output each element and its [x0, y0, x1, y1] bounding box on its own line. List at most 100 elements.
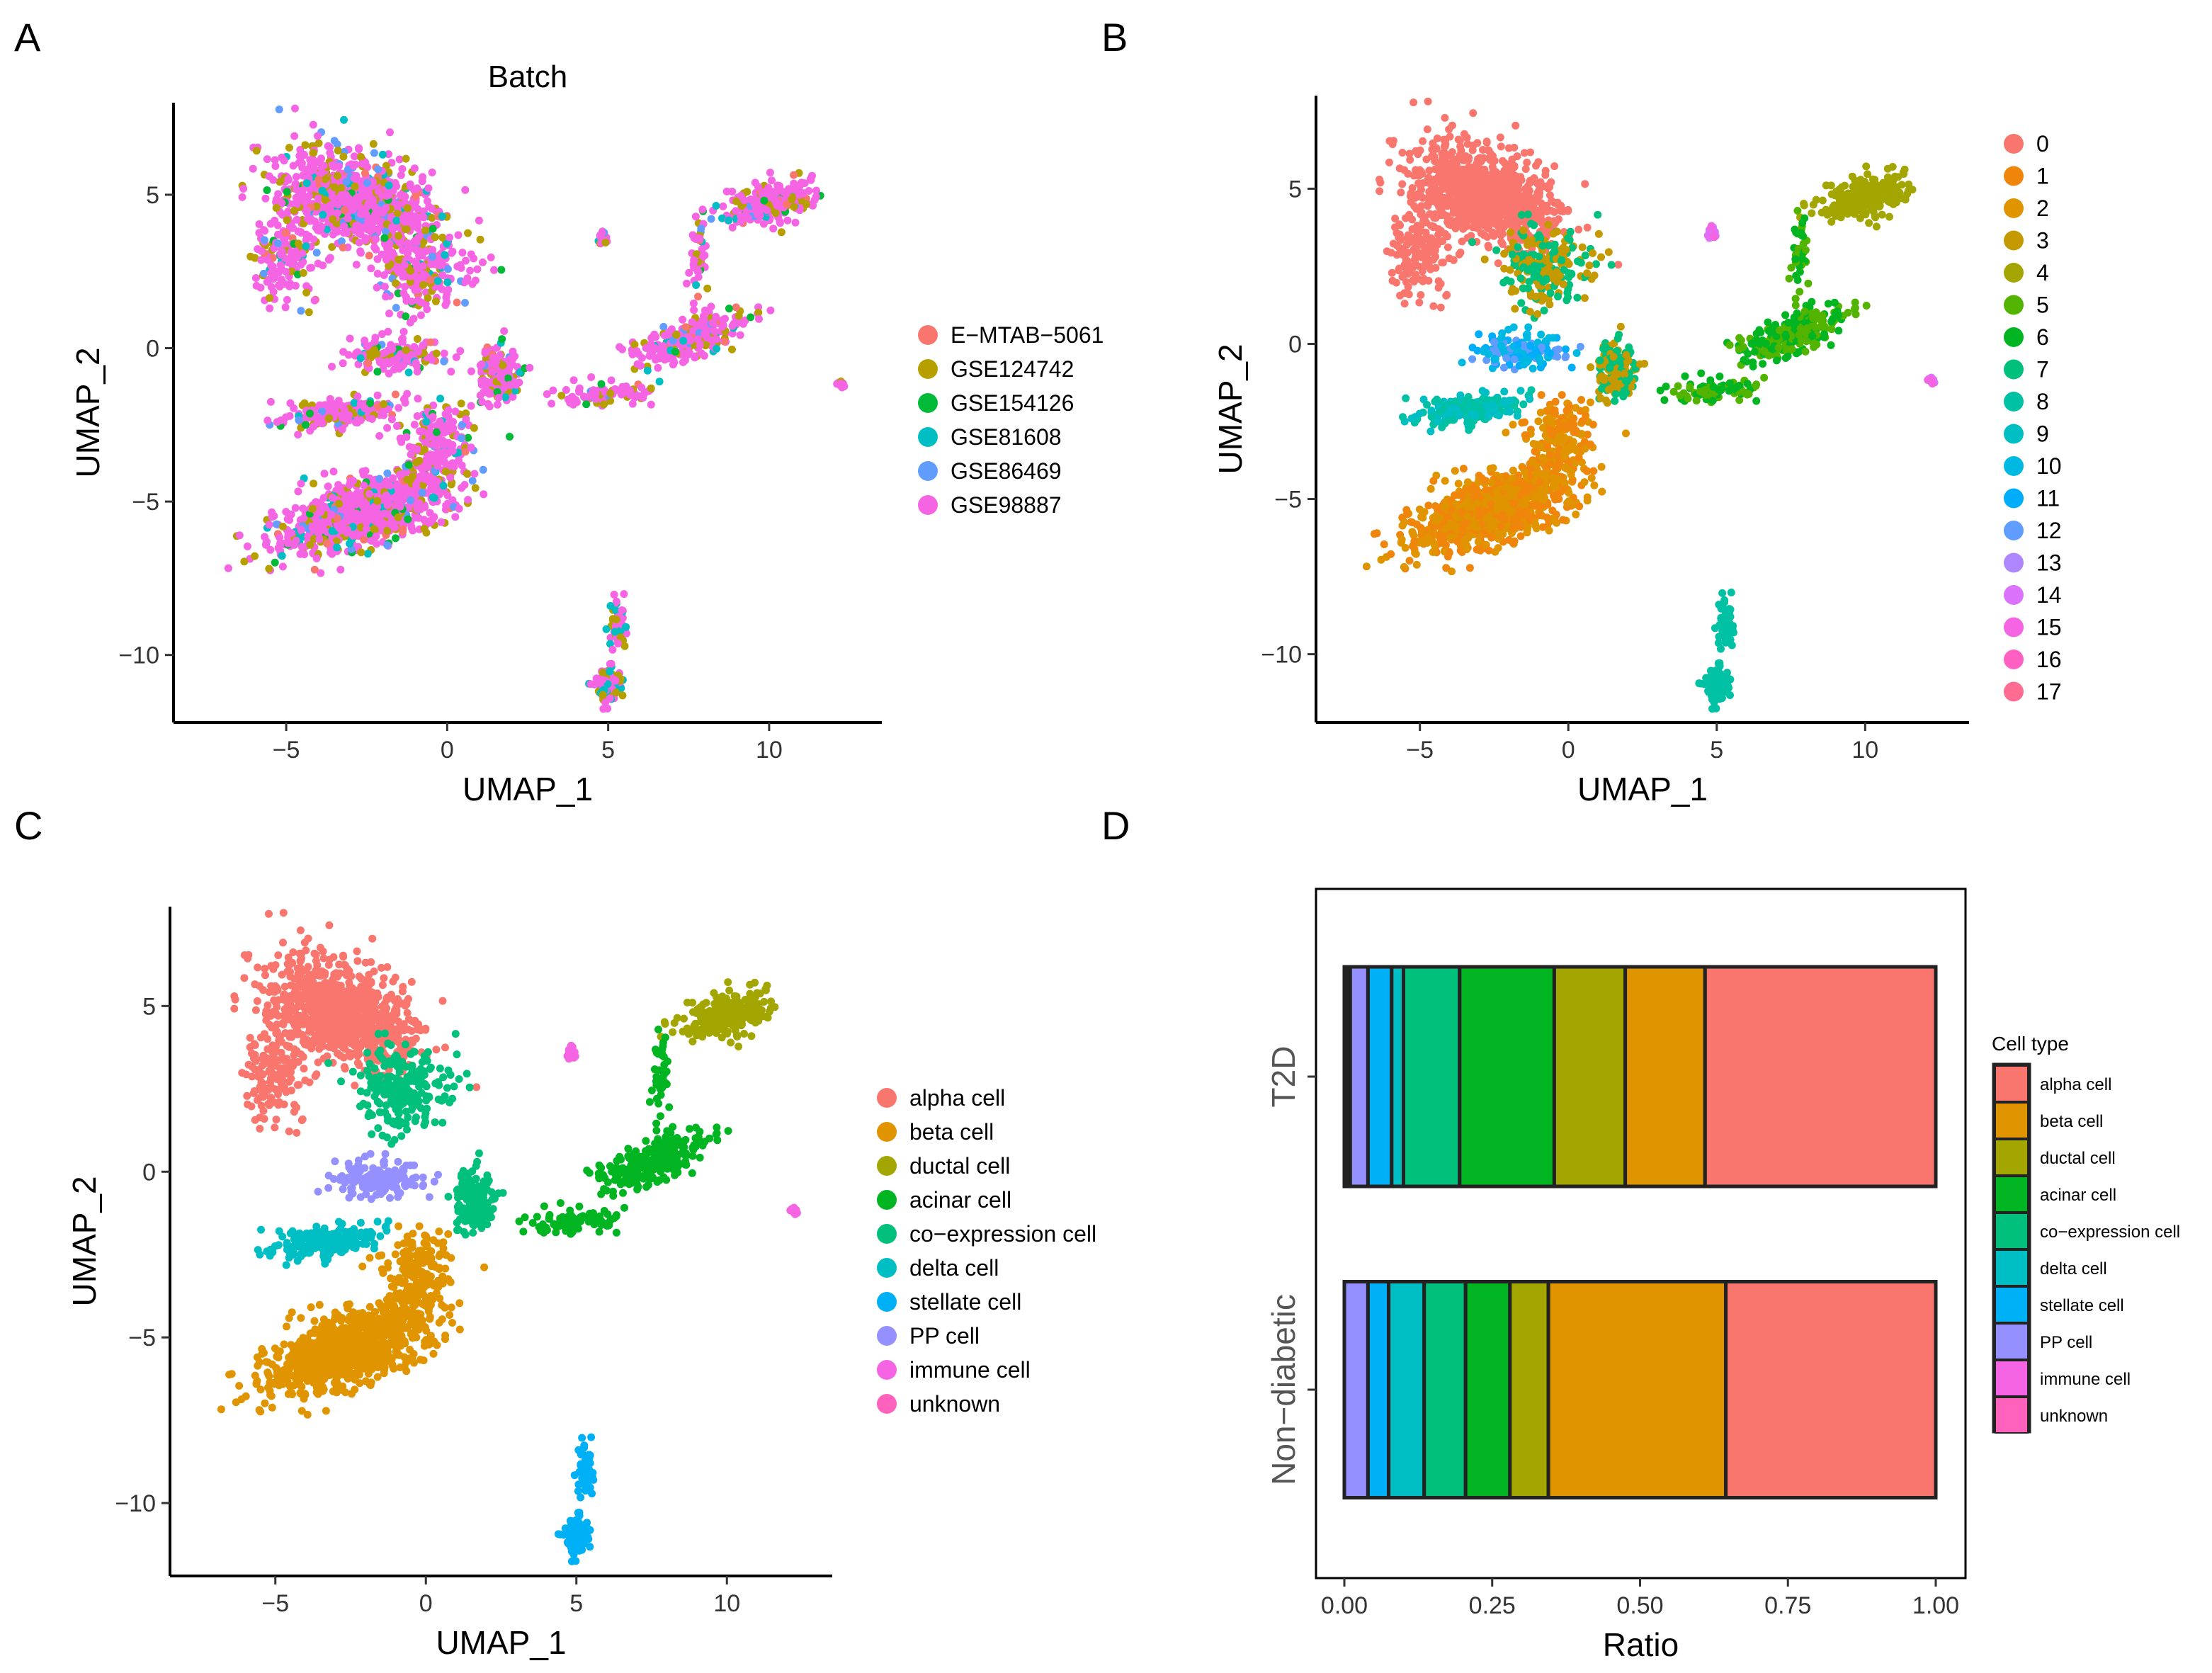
panel-b-point — [1428, 145, 1436, 154]
panel-a-point — [679, 315, 687, 324]
panel-a-point — [387, 415, 396, 424]
panel-a-point — [737, 191, 745, 200]
panel-a-point — [315, 535, 324, 543]
panel-a-point — [398, 334, 407, 343]
panel-a-x-tick-label: 0 — [441, 737, 454, 764]
panel-a-point — [349, 161, 358, 170]
panel-a-point — [379, 209, 387, 217]
panel-a-point — [707, 215, 715, 223]
panel-b-point — [1388, 276, 1397, 285]
panel-a-point — [326, 205, 334, 214]
panel-a-point — [407, 266, 414, 275]
panel-a-point — [606, 667, 614, 676]
panel-a-point — [310, 149, 318, 157]
panel-a-point — [295, 152, 304, 160]
panel-a-point — [271, 156, 279, 164]
panel-a-point — [423, 454, 431, 463]
panel-a-point — [692, 281, 701, 289]
panel-a-point — [273, 239, 282, 248]
panel-b-point — [1417, 291, 1425, 299]
panel-a-point — [311, 526, 319, 534]
panel-a-point — [467, 443, 475, 452]
panel-a-point — [276, 261, 285, 269]
panel-a-point — [344, 501, 353, 510]
panel-a-point — [373, 269, 382, 278]
panel-a-point — [773, 181, 782, 190]
panel-b-point — [1415, 223, 1424, 232]
panel-a-point — [294, 239, 302, 248]
panel-a-point — [374, 187, 382, 195]
panel-a-point — [419, 213, 428, 222]
panel-b-point — [1398, 180, 1407, 188]
panel-a-point — [463, 470, 471, 478]
panel-a-point — [333, 227, 341, 236]
panel-a-point — [719, 316, 727, 324]
panel-a-point — [623, 388, 631, 397]
panel-b-point — [1439, 259, 1447, 267]
panel-a-point — [392, 422, 401, 430]
panel-a-point — [599, 676, 607, 684]
panel-a-point — [263, 155, 271, 164]
panel-a-point — [401, 399, 409, 407]
panel-b-point — [1393, 242, 1401, 250]
panel-a-point — [340, 115, 348, 124]
panel-a-point — [380, 271, 388, 279]
panel-a-point — [468, 477, 477, 485]
panel-a-point — [300, 514, 308, 523]
panel-a-point — [470, 254, 478, 263]
panel-a-point — [457, 263, 465, 272]
panel-a-point — [452, 353, 460, 361]
panel-a-point — [291, 504, 300, 512]
panel-b-point — [1550, 162, 1559, 171]
panel-a-point — [420, 270, 429, 278]
panel-a-point — [290, 206, 298, 215]
panel-a-point — [358, 159, 366, 168]
panel-a-point — [412, 238, 421, 246]
panel-a-point — [451, 407, 460, 416]
panel-a-point — [647, 400, 655, 409]
panel-a-point — [645, 352, 654, 360]
panel-a-point — [601, 239, 610, 246]
panel-a-point — [608, 645, 617, 654]
panel-a-point — [317, 508, 325, 516]
panel-a-point — [442, 293, 450, 302]
panel-a-points — [224, 104, 849, 713]
panel-b-point — [1460, 130, 1468, 138]
panel-a-point — [457, 399, 465, 408]
panel-b-point — [1587, 474, 1596, 482]
panel-a-point — [385, 150, 392, 159]
panel-b-point — [1404, 169, 1412, 178]
panel-a-point — [300, 399, 309, 407]
panel-b-point — [1405, 210, 1414, 219]
panel-a-point — [321, 195, 329, 204]
panel-a-point — [630, 341, 639, 348]
panel-a-point — [339, 402, 346, 410]
panel-a-point — [292, 536, 300, 545]
panel-a-point — [548, 399, 556, 408]
panel-a-point — [395, 255, 403, 263]
panel-a-point — [361, 404, 369, 412]
panel-a-point — [373, 391, 382, 399]
panel-a-point — [409, 314, 418, 323]
panel-a-point — [380, 509, 388, 518]
panel-a-point — [688, 318, 696, 327]
panel-a-point — [255, 220, 263, 228]
panel-a-point — [426, 509, 434, 517]
panel-b-point — [1412, 560, 1421, 569]
panel-a-point — [326, 149, 334, 157]
panel-a-point — [295, 416, 303, 424]
panel-a-point — [319, 161, 328, 170]
panel-a-point — [431, 455, 440, 464]
panel-a-point — [444, 406, 453, 414]
panel-a-point — [314, 259, 322, 268]
panel-b-point — [1505, 203, 1514, 211]
panel-a-point — [582, 400, 591, 409]
panel-a-point — [526, 363, 534, 372]
panel-a-point — [367, 264, 375, 273]
panel-a-point — [289, 161, 297, 170]
panel-a-point — [361, 169, 369, 177]
panel-a-point — [401, 193, 409, 201]
panel-b-point — [1397, 188, 1405, 197]
panel-b-point — [1400, 300, 1409, 308]
panel-a-point — [308, 504, 317, 513]
